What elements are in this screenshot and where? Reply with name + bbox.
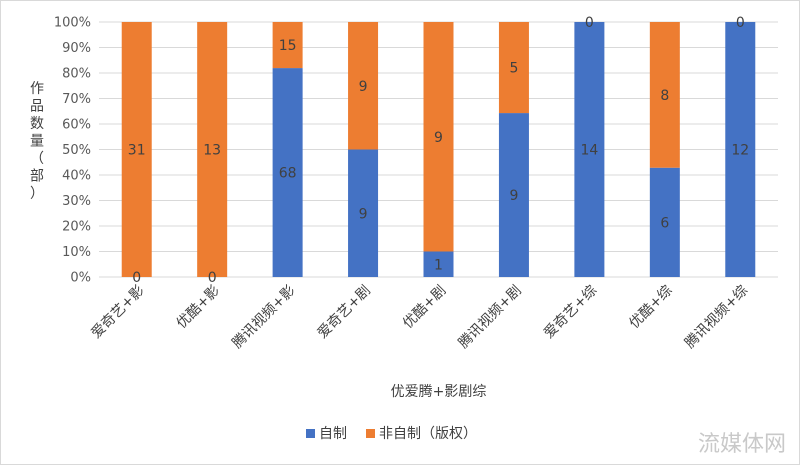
data-label-licensed: 13 [203,143,221,159]
watermark: 流媒体网 [698,432,786,457]
data-label-licensed: 0 [736,15,745,31]
x-category-label: 腾讯视频+影 [229,282,299,352]
data-label-licensed: 9 [359,79,368,95]
legend-swatch [306,429,315,438]
x-category-label: 腾讯视频+综 [681,282,751,352]
data-label-self-made: 9 [509,188,518,204]
y-axis-title-char: ） [30,186,44,202]
legend-entry: 自制 [319,426,347,442]
data-label-self-made: 0 [208,270,217,286]
y-axis-title-char: 数 [30,116,44,132]
bar-segment-self-made [272,68,303,277]
bar-segment-self-made [498,113,529,277]
x-category-label: 腾讯视频+剧 [455,282,525,352]
bar-segment-licensed [197,22,228,277]
bar-segment-licensed [498,22,529,114]
bar-segment-self-made [574,22,605,277]
y-axis-title-char: 量 [30,134,44,150]
legend: 自制 非自制（版权） [306,426,477,442]
y-axis-title-char: 部 [30,169,44,185]
legend-entry: 非自制（版权） [379,426,477,442]
y-tick-label: 40% [62,169,91,184]
data-label-self-made: 1 [434,257,443,273]
y-tick-label: 80% [62,67,91,82]
data-label-licensed: 8 [660,88,669,104]
data-label-self-made: 9 [359,206,368,222]
bar-segment-licensed [348,22,379,150]
y-tick-label: 50% [62,143,91,158]
bar-segment-self-made [649,167,680,277]
y-tick-label: 60% [62,118,91,133]
data-label-self-made: 12 [731,143,749,159]
y-tick-label: 90% [62,41,91,56]
bar-segment-self-made [348,149,379,277]
x-category-label: 优酷+影 [174,283,223,332]
data-label-licensed: 9 [434,130,443,146]
x-category-label: 爱奇艺+影 [88,282,148,342]
y-tick-label: 70% [62,92,91,107]
x-category-label: 优酷+剧 [400,283,449,332]
x-category-label: 优酷+综 [626,283,675,332]
x-axis-title: 优爱腾+影剧综 [391,383,487,400]
data-label-self-made: 68 [279,166,297,182]
legend-swatch [366,429,375,438]
data-label-self-made: 6 [660,215,669,231]
bar-segment-licensed [272,22,303,69]
y-axis-title-char: 作 [30,81,44,97]
bars [121,22,756,277]
bar-segment-self-made [423,251,454,277]
data-label-licensed: 15 [279,38,297,54]
data-label-licensed: 31 [128,143,146,159]
y-axis-title-char: 品 [30,99,44,115]
y-tick-label: 0% [70,271,91,286]
x-category-label: 爱奇艺+综 [540,282,600,342]
y-tick-label: 20% [62,220,91,235]
bar-segment-licensed [121,22,152,277]
y-tick-label: 10% [62,245,91,260]
y-tick-label: 30% [62,194,91,209]
bar-segment-licensed [423,22,454,252]
y-axis-title-char: （ [30,151,44,167]
y-tick-label: 100% [54,16,91,31]
data-label-self-made: 0 [132,270,141,286]
data-label-self-made: 14 [580,143,598,159]
data-label-licensed: 0 [585,15,594,31]
x-category-label: 爱奇艺+剧 [314,282,374,342]
y-axis-ticks: 0% 10% 20% 30% 40% 50% 60% 70% 80% 90% 100% [54,16,91,286]
bar-segment-self-made [725,22,756,277]
x-axis-categories: 爱奇艺+影 优酷+影 腾讯视频+影 爱奇艺+剧 优酷+剧 腾讯视频+剧 爱奇艺+综 优酷+综腾… [88,282,751,352]
bar-segment-licensed [649,22,680,168]
data-label-licensed: 5 [509,61,518,77]
